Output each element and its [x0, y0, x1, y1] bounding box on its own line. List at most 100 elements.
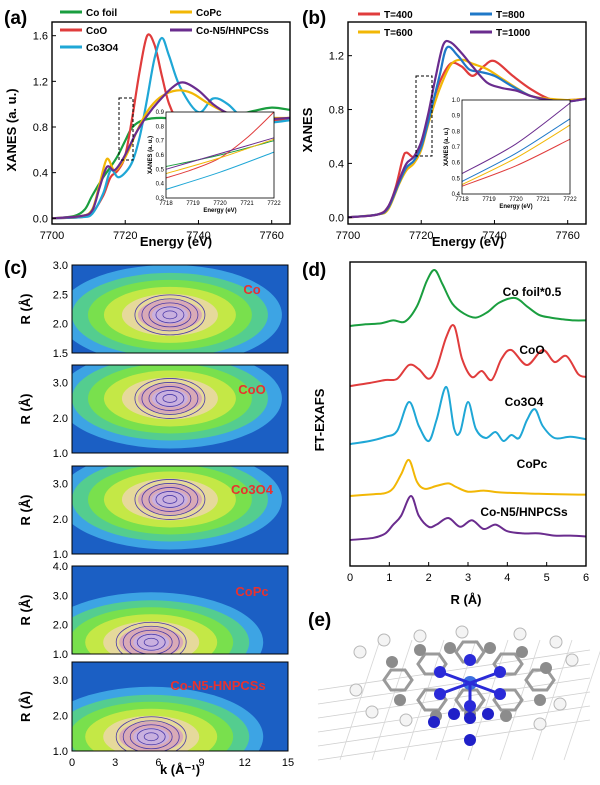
hydrogen-atom-1	[377, 633, 391, 647]
exafs-label-3: CoPc	[517, 457, 548, 471]
exafs-label-2: Co3O4	[505, 395, 544, 409]
contour-line-1-3	[141, 382, 199, 415]
wavelet-xtick-1: 3	[112, 757, 118, 769]
wavelet-frame-4	[71, 661, 289, 752]
plot-frame	[51, 21, 291, 225]
zoom-region-box	[118, 97, 134, 161]
series-line-3	[347, 39, 587, 219]
wavelet-ylabel-3: R (Å)	[18, 594, 33, 625]
carbon-atom-4	[516, 646, 528, 658]
contour-line-3-4	[115, 621, 187, 654]
inset-frame	[165, 111, 275, 199]
panel-b-legend: T=400 T=600 T=800 T=1000	[358, 10, 531, 39]
panel-b-chart: (b) 7700 7720 7740 7760 0.0 0.4 0.8 1.2 7718 7719…	[300, 8, 587, 249]
contour-line-0-2	[148, 302, 192, 328]
panel-c-xlabel: k (Å⁻¹)	[160, 762, 200, 777]
contour-line-4-2	[129, 724, 173, 750]
wavelet-ytick-3-3: 4.0	[53, 561, 68, 573]
hydrogen-atom-2	[413, 629, 427, 643]
y-tick-label-3: 1.2	[329, 51, 344, 63]
panel-b-xlabel: Energy (eV)	[432, 234, 504, 249]
panel-a-letter: (a)	[4, 8, 27, 29]
inset-y-tick-6: 0.9	[156, 110, 165, 116]
hydrogen-atom-11	[399, 713, 413, 727]
panel-d-plot-area: Co foil*0.5 CoO Co3O4 CoPc Co-N5/HNPCSs 0 1 2 3 4…	[347, 261, 589, 584]
hydrogen-atom-3	[455, 625, 469, 639]
inset-y-tick-5: 0.8	[156, 124, 165, 130]
x-tick-label-0: 0	[347, 572, 353, 584]
carbon-atom-5	[540, 662, 552, 674]
plot-frame	[347, 21, 587, 225]
wavelet-ytick-4-1: 2.0	[53, 710, 68, 722]
x-tick-label-6: 6	[583, 572, 589, 584]
graphene-edge-1	[371, 639, 413, 761]
y-tick-label-0: 0.0	[33, 213, 48, 225]
wavelet-frame-2	[71, 465, 289, 555]
wavelet-panel-0	[72, 265, 288, 353]
y-tick-label-1: 0.4	[329, 158, 344, 170]
inset-y-tick-4: 0.8	[452, 129, 461, 135]
contour-fill-2-6	[151, 490, 188, 509]
y-tick-label-2: 0.8	[329, 105, 344, 117]
x-tick-label-0: 7700	[40, 230, 64, 242]
carbon-atom-2	[444, 642, 456, 654]
hydrogen-atom-10	[533, 717, 547, 731]
inset-xlabel: Energy (eV)	[499, 204, 532, 210]
exafs-line-1	[349, 324, 587, 387]
contour-fill-1-6	[151, 389, 188, 408]
wavelet-frame-0	[71, 264, 289, 354]
x-tick-label-5: 5	[544, 572, 550, 584]
wavelet-xtick-5: 15	[282, 757, 294, 769]
legend-co3o4: Co3O4	[86, 43, 119, 54]
wavelet-ytick-1-2: 3.0	[53, 378, 68, 390]
inset-frame	[461, 99, 571, 195]
inset-ylabel: XANES (a. u.)	[444, 128, 450, 166]
exafs-label-1: CoO	[519, 343, 544, 357]
panel-b-letter: (b)	[302, 8, 326, 29]
x-tick-label-2: 2	[426, 572, 432, 584]
carbon-ring-2	[454, 640, 486, 664]
x-tick-label-3: 7760	[555, 230, 579, 242]
contour-line-3-3	[122, 625, 180, 654]
axial-n-atom-4	[464, 734, 476, 746]
graphene-edge-7	[563, 650, 600, 761]
carbon-atom-6	[394, 694, 406, 706]
contour-fill-4-6	[133, 727, 170, 746]
graphene-line-2	[317, 677, 591, 719]
inset-y-tick-2: 0.6	[452, 161, 461, 167]
contour-line-1-2	[148, 386, 192, 411]
wavelet-sample-label-2: Co3O4	[231, 482, 274, 497]
plot-frame	[349, 261, 587, 567]
hydrogen-atom-4	[513, 627, 527, 641]
panel-a-ylabel: XANES (a. u.)	[4, 88, 19, 171]
inset-background	[462, 100, 570, 194]
carbon-ring-6	[416, 688, 448, 712]
wavelet-ylabel-4: R (Å)	[18, 691, 33, 722]
legend-coo: CoO	[86, 26, 107, 37]
contour-fill-0-6	[151, 305, 188, 324]
inset-x-tick-0: 7718	[455, 197, 469, 203]
wavelet-ytick-4-0: 1.0	[53, 746, 68, 758]
graphene-edge-0	[339, 639, 381, 761]
wavelet-ytick-2-2: 3.0	[53, 479, 68, 491]
graphene-edge-5	[499, 639, 541, 761]
wavelet-ytick-2-1: 2.0	[53, 514, 68, 526]
panel-c-plot-area: 1.5 2.0 2.5 3.0 R (Å) Co 1.0 2.0 3.0 R (Å) CoO 1.0 2…	[18, 260, 294, 769]
inset-line-2	[165, 151, 275, 190]
x-tick-label-1: 7720	[113, 230, 137, 242]
panel-b-ylabel: XANES	[300, 107, 315, 152]
panel-d-chart: (d) Co foil*0.5 CoO Co3O4 CoPc Co-N5/HNPCSs 0…	[302, 260, 589, 607]
wavelet-sample-label-4: Co-N5-HNPCSs	[170, 678, 265, 693]
exafs-line-4	[349, 494, 587, 541]
y-tick-label-1: 0.4	[33, 168, 48, 180]
inset-xlabel: Energy (eV)	[203, 208, 236, 214]
wavelet-frame-3	[71, 565, 289, 655]
wavelet-ytick-1-0: 1.0	[53, 448, 68, 460]
graphene-line-0	[317, 649, 591, 691]
legend-t400: T=400	[384, 10, 413, 21]
exafs-label-4: Co-N5/HNPCSs	[480, 505, 568, 519]
inset-x-tick-1: 7719	[482, 197, 496, 203]
carbon-ring-1	[416, 652, 448, 676]
x-tick-label-1: 7720	[409, 230, 433, 242]
wavelet-sample-label-0: Co	[243, 282, 260, 297]
